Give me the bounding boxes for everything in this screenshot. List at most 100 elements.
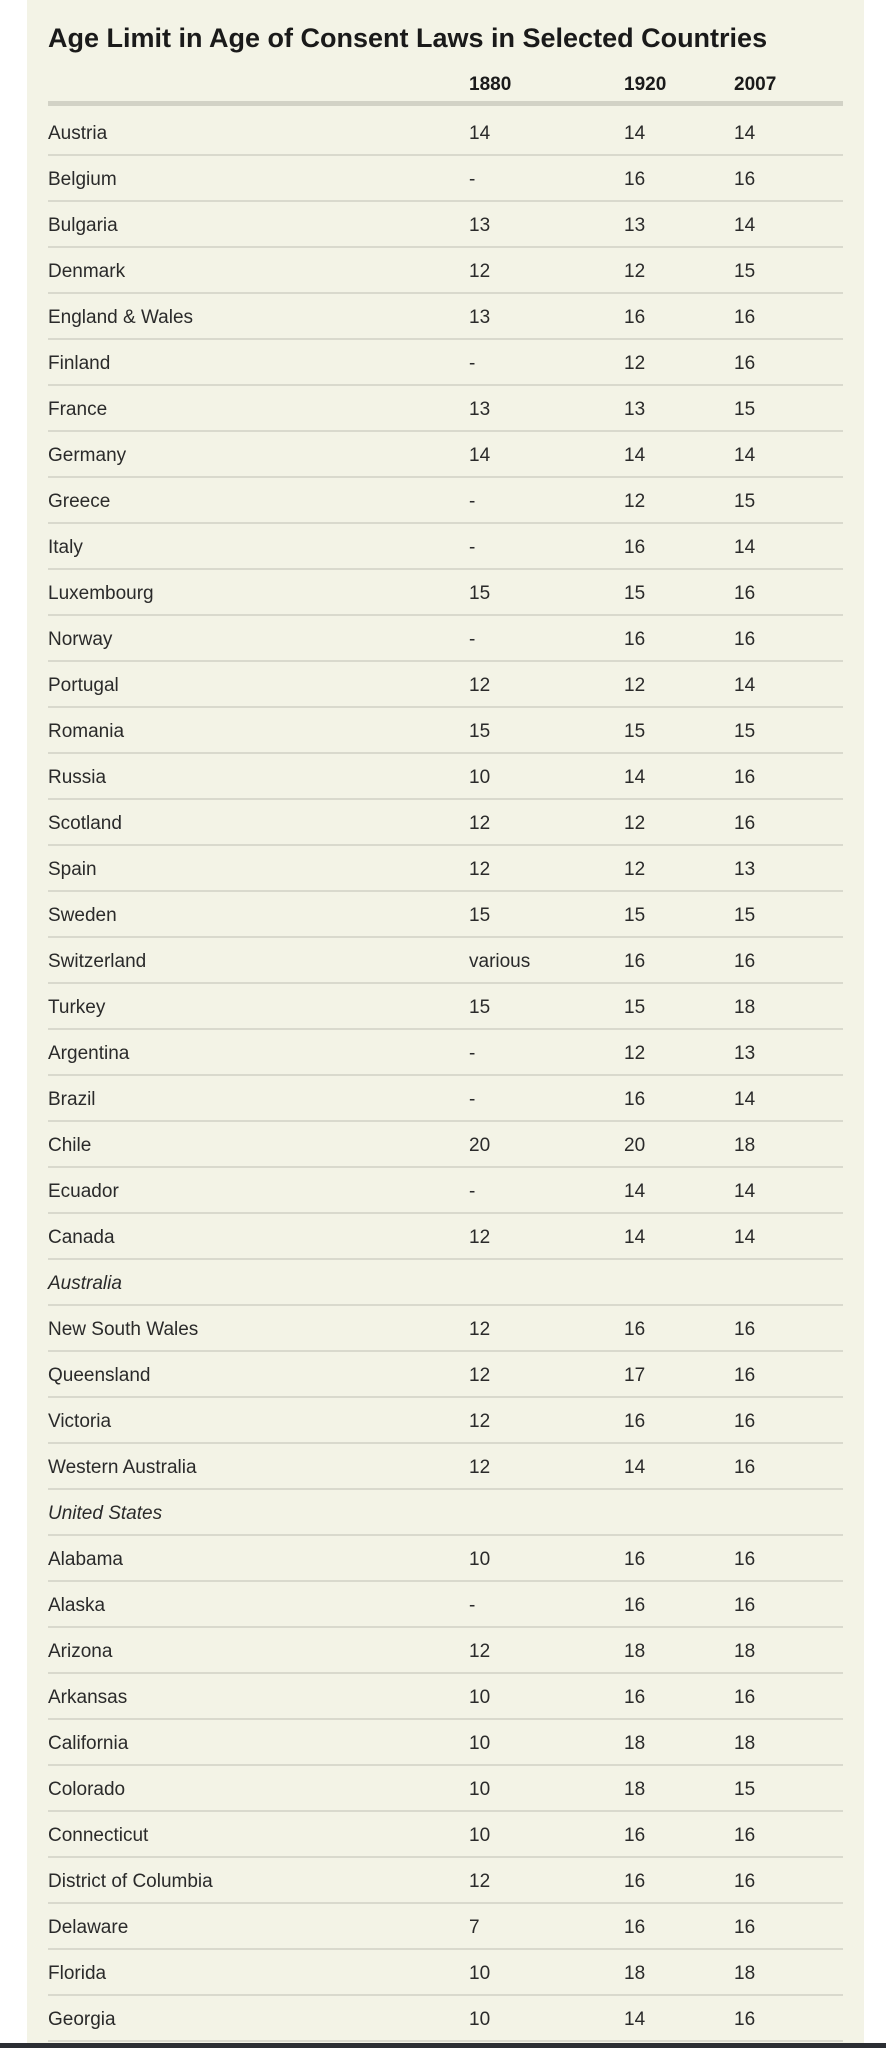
row-label: Australia — [48, 1273, 122, 1294]
table-row: Luxembourg 15 15 16 — [48, 570, 843, 616]
row-label: Argentina — [48, 1043, 130, 1064]
table-row: Chile 20 20 18 — [48, 1122, 843, 1168]
cell-1920: 16 — [624, 629, 646, 650]
cell-1880: - — [469, 491, 476, 512]
table-row: Ecuador - 14 14 — [48, 1168, 843, 1214]
row-label: Ecuador — [48, 1181, 119, 1202]
table-row: Colorado 10 18 15 — [48, 1766, 843, 1812]
table-row: Canada 12 14 14 — [48, 1214, 843, 1260]
cell-1920: 20 — [624, 1135, 646, 1156]
cell-1880: 12 — [469, 1227, 491, 1248]
cell-1920: 16 — [624, 307, 646, 328]
cell-2007: 18 — [734, 1135, 756, 1156]
table-row: New South Wales 12 16 16 — [48, 1306, 843, 1352]
table-row: France 13 13 15 — [48, 386, 843, 432]
cell-1880: 12 — [469, 813, 491, 834]
table-title: Age Limit in Age of Consent Laws in Sele… — [48, 23, 768, 53]
cell-2007: 14 — [734, 123, 756, 144]
table-row: Finland - 12 16 — [48, 340, 843, 386]
row-label: Greece — [48, 491, 111, 512]
cell-2007: 18 — [734, 1963, 756, 1984]
cell-1880: 12 — [469, 675, 491, 696]
row-label: Norway — [48, 629, 113, 650]
cell-1880: - — [469, 1595, 476, 1616]
table-row: Sweden 15 15 15 — [48, 892, 843, 938]
row-label: New South Wales — [48, 1319, 199, 1340]
cell-1880: 13 — [469, 215, 491, 236]
cell-1880: 10 — [469, 2009, 491, 2030]
cell-1920: 18 — [624, 1963, 646, 1984]
table-row: Germany 14 14 14 — [48, 432, 843, 478]
cell-2007: 16 — [734, 1549, 756, 1570]
cell-1880: 12 — [469, 1457, 491, 1478]
cell-2007: 14 — [734, 1227, 756, 1248]
column-header-1880: 1880 — [469, 74, 512, 95]
cell-1920: 14 — [624, 123, 646, 144]
row-label: France — [48, 399, 108, 420]
cell-1920: 14 — [624, 2009, 646, 2030]
row-label: Canada — [48, 1227, 115, 1248]
cell-2007: 16 — [734, 1825, 756, 1846]
cell-1880: 10 — [469, 1963, 491, 1984]
cell-1920: 12 — [624, 859, 646, 880]
cell-1880: 10 — [469, 767, 491, 788]
cell-1880: - — [469, 169, 476, 190]
cell-1920: 16 — [624, 1687, 646, 1708]
table-row: Alabama 10 16 16 — [48, 1536, 843, 1582]
group-header-row: United States — [48, 1490, 843, 1536]
table-row: Turkey 15 15 18 — [48, 984, 843, 1030]
cell-2007: 15 — [734, 399, 756, 420]
table-row: Alaska - 16 16 — [48, 1582, 843, 1628]
cell-1880: 12 — [469, 1411, 491, 1432]
cell-1920: 16 — [624, 1917, 646, 1938]
table-row: Victoria 12 16 16 — [48, 1398, 843, 1444]
row-label: Austria — [48, 123, 108, 144]
cell-2007: 16 — [734, 813, 756, 834]
cell-2007: 16 — [734, 951, 756, 972]
cell-1880: - — [469, 1043, 476, 1064]
cell-2007: 13 — [734, 1043, 756, 1064]
cell-1880: 12 — [469, 1365, 491, 1386]
row-label: Portugal — [48, 675, 119, 696]
cell-2007: 16 — [734, 583, 756, 604]
row-label: Finland — [48, 353, 111, 374]
cell-1880: - — [469, 629, 476, 650]
cell-1880: - — [469, 1089, 476, 1110]
cell-2007: 15 — [734, 905, 756, 926]
table-row: Argentina - 12 13 — [48, 1030, 843, 1076]
cell-2007: 16 — [734, 1687, 756, 1708]
cell-1880: - — [469, 353, 476, 374]
cell-2007: 15 — [734, 1779, 756, 1800]
cell-2007: 16 — [734, 2009, 756, 2030]
cell-1920: 17 — [624, 1365, 646, 1386]
cell-2007: 18 — [734, 1641, 756, 1662]
table-row: Russia 10 14 16 — [48, 754, 843, 800]
cell-2007: 14 — [734, 537, 756, 558]
cell-2007: 15 — [734, 261, 756, 282]
row-label: Romania — [48, 721, 125, 742]
table-row: England & Wales 13 16 16 — [48, 294, 843, 340]
row-label: Western Australia — [48, 1457, 197, 1478]
cell-1880: 12 — [469, 1871, 491, 1892]
cell-1880: 13 — [469, 307, 491, 328]
column-header-2007: 2007 — [734, 74, 777, 95]
row-label: United States — [48, 1503, 163, 1524]
cell-1920: 15 — [624, 997, 646, 1018]
row-label: Arkansas — [48, 1687, 128, 1708]
cell-2007: 18 — [734, 997, 756, 1018]
cell-2007: 14 — [734, 215, 756, 236]
cell-1920: 16 — [624, 1549, 646, 1570]
cell-1920: 14 — [624, 1457, 646, 1478]
table-row: Belgium - 16 16 — [48, 156, 843, 202]
cell-1920: 14 — [624, 1227, 646, 1248]
cell-1920: 16 — [624, 1825, 646, 1846]
cell-1920: 13 — [624, 399, 646, 420]
cell-1920: 15 — [624, 905, 646, 926]
cell-1920: 14 — [624, 1181, 646, 1202]
cell-1880: various — [469, 951, 531, 972]
table-row: Italy - 16 14 — [48, 524, 843, 570]
table-row: Brazil - 16 14 — [48, 1076, 843, 1122]
cell-2007: 16 — [734, 169, 756, 190]
cell-1920: 16 — [624, 1319, 646, 1340]
row-label: England & Wales — [48, 307, 194, 328]
